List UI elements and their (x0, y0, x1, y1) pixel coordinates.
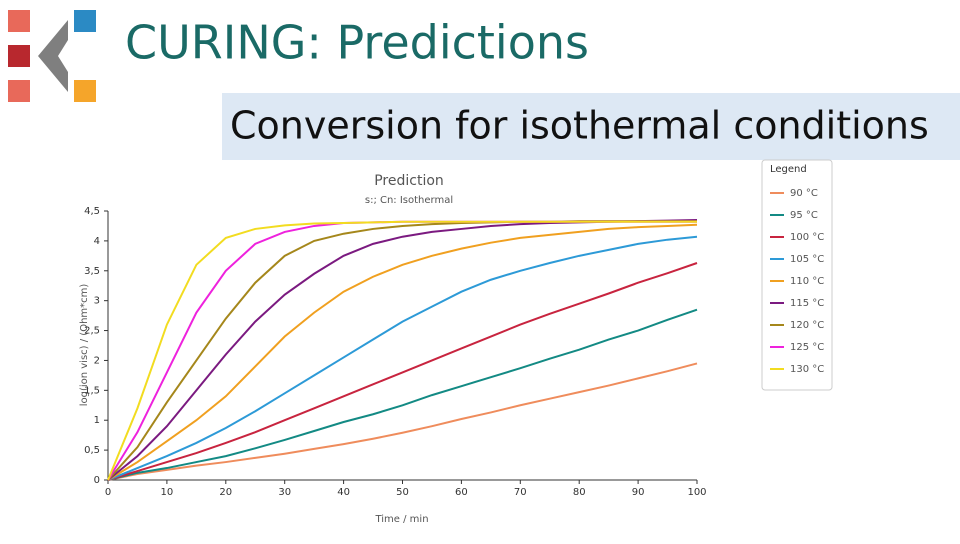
x-tick-label: 80 (573, 487, 586, 498)
legend-label: 90 °C (790, 188, 818, 199)
slide-title: CURING: Predictions (125, 16, 589, 70)
y-tick-label: 0,5 (84, 445, 100, 456)
series-line (107, 362, 698, 481)
x-tick-label: 0 (105, 487, 111, 498)
y-tick-label: 0 (94, 475, 100, 486)
legend-label: 100 °C (790, 232, 824, 243)
x-axis-label: Time / min (374, 514, 428, 525)
legend-label: 95 °C (790, 210, 818, 221)
y-axis-label: log(ion visc) / (Ohm*cm) (79, 284, 90, 407)
subtitle-box (222, 93, 960, 160)
legend-label: 130 °C (790, 364, 824, 375)
legend-label: 110 °C (790, 276, 824, 287)
series-line (107, 262, 698, 481)
legend-label: 115 °C (790, 298, 824, 309)
chart-subtitle: s:; Cn: Isothermal (365, 195, 453, 206)
series-line (107, 220, 697, 481)
x-tick-label: 90 (632, 487, 645, 498)
logo (8, 10, 96, 102)
y-tick-label: 2,5 (84, 326, 100, 337)
legend-label: 125 °C (790, 342, 824, 353)
x-tick-label: 50 (396, 487, 409, 498)
y-tick-label: 4,5 (84, 206, 100, 217)
legend-label: 120 °C (790, 320, 824, 331)
x-tick-label: 70 (514, 487, 527, 498)
x-tick-label: 20 (219, 487, 232, 498)
series-line (107, 218, 698, 481)
series-line (107, 235, 698, 481)
legend-title: Legend (770, 164, 807, 175)
slide-subtitle: Conversion for isothermal conditions (230, 104, 929, 148)
y-tick-label: 2 (94, 355, 100, 366)
legend-label: 105 °C (790, 254, 824, 265)
y-tick-label: 3 (94, 296, 100, 307)
x-tick-label: 100 (687, 487, 706, 498)
y-tick-label: 3,5 (84, 266, 100, 277)
y-tick-label: 1 (94, 415, 100, 426)
series-line (107, 308, 698, 481)
series-line (107, 223, 698, 481)
chart-title: Prediction (374, 173, 444, 189)
x-tick-label: 40 (337, 487, 350, 498)
series-line (107, 220, 697, 481)
x-tick-label: 10 (161, 487, 174, 498)
series-line (107, 220, 697, 481)
legend-box (761, 159, 833, 391)
y-tick-label: 4 (94, 236, 100, 247)
x-tick-label: 60 (455, 487, 468, 498)
x-tick-label: 30 (278, 487, 291, 498)
y-tick-label: 1,5 (84, 385, 100, 396)
